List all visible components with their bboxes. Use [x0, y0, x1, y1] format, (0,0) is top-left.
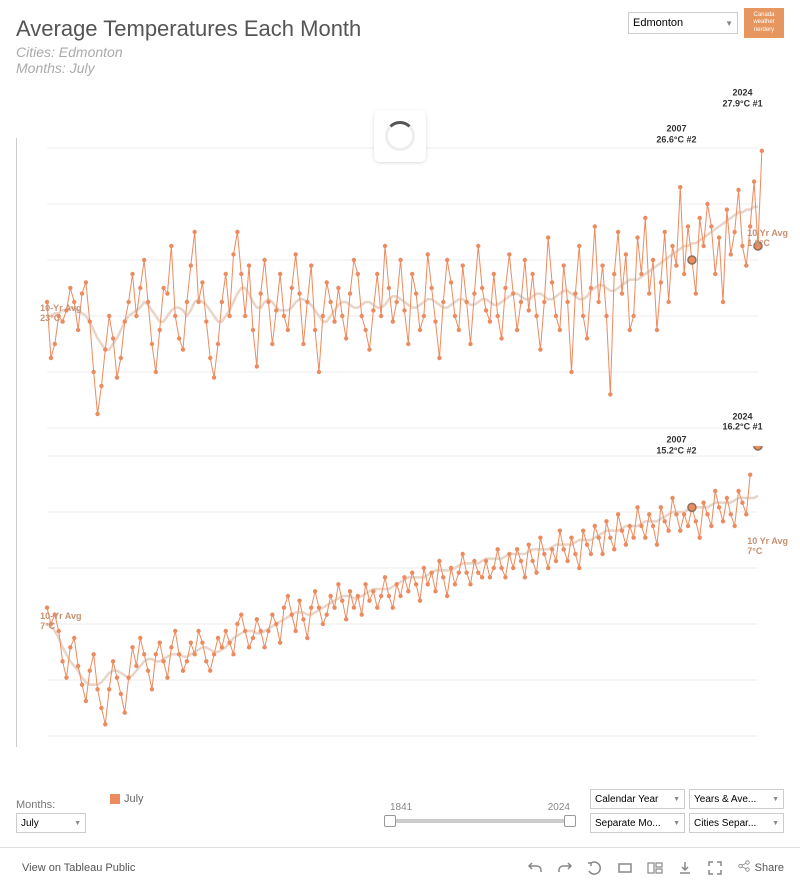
share-label: Share	[755, 862, 784, 874]
loading-spinner	[374, 110, 426, 162]
months-select[interactable]: July	[16, 813, 86, 833]
months-label: Months:	[16, 799, 86, 811]
slider-handle-right[interactable]	[564, 815, 576, 827]
dropdown-separate-months[interactable]: Separate Mo...	[590, 813, 685, 833]
redo-icon[interactable]	[557, 860, 573, 876]
dropdown-value: Cities Separ...	[694, 818, 756, 829]
slider-end: 2024	[548, 802, 570, 813]
dropdown-value: Calendar Year	[595, 794, 658, 805]
subtitle-months: Months: July	[16, 60, 784, 76]
slider-start: 1841	[390, 802, 412, 813]
dropdown-calendar-year[interactable]: Calendar Year	[590, 789, 685, 809]
view-on-tableau-label: View on Tableau Public	[22, 862, 135, 874]
undo-icon[interactable]	[527, 860, 543, 876]
legend-swatch	[110, 794, 120, 804]
dropdown-value: Years & Ave...	[694, 794, 756, 805]
city-select[interactable]: Edmonton	[628, 12, 738, 34]
view-on-tableau-button[interactable]: View on Tableau Public	[16, 862, 135, 874]
download-icon[interactable]	[677, 860, 693, 876]
slider-handle-left[interactable]	[384, 815, 396, 827]
fullscreen-icon[interactable]	[707, 860, 723, 876]
rectangle-icon[interactable]	[617, 860, 633, 876]
dropdown-value: Separate Mo...	[595, 818, 661, 829]
subtitle-cities: Cities: Edmonton	[16, 44, 784, 60]
layout-icon[interactable]	[647, 860, 663, 876]
slider-track	[390, 819, 570, 823]
footer-toolbar: View on Tableau Public Share	[0, 847, 800, 887]
share-icon	[737, 859, 751, 876]
source-badge[interactable]: Canada weather nerdery	[744, 8, 784, 38]
dropdown-cities-separate[interactable]: Cities Separ...	[689, 813, 784, 833]
revert-icon[interactable]	[587, 860, 603, 876]
chart-low-temp: 2007 15.2°C #22024 16.2°C #110-Yr Avg 7°…	[17, 446, 788, 746]
dropdown-years-averages[interactable]: Years & Ave...	[689, 789, 784, 809]
legend: July	[110, 793, 144, 805]
chart-high-temp: 2007 26.6°C #22024 27.9°C #110-Yr Avg 23…	[17, 138, 788, 438]
share-button[interactable]: Share	[737, 859, 784, 876]
chart-annotation: 2024 27.9°C #1	[722, 87, 762, 109]
charts-area: 2007 26.6°C #22024 27.9°C #110-Yr Avg 23…	[16, 138, 788, 747]
legend-label: July	[124, 793, 144, 805]
city-select-value: Edmonton	[633, 17, 683, 29]
spinner-icon	[385, 121, 415, 151]
year-slider[interactable]	[390, 815, 570, 827]
months-select-value: July	[21, 818, 39, 829]
